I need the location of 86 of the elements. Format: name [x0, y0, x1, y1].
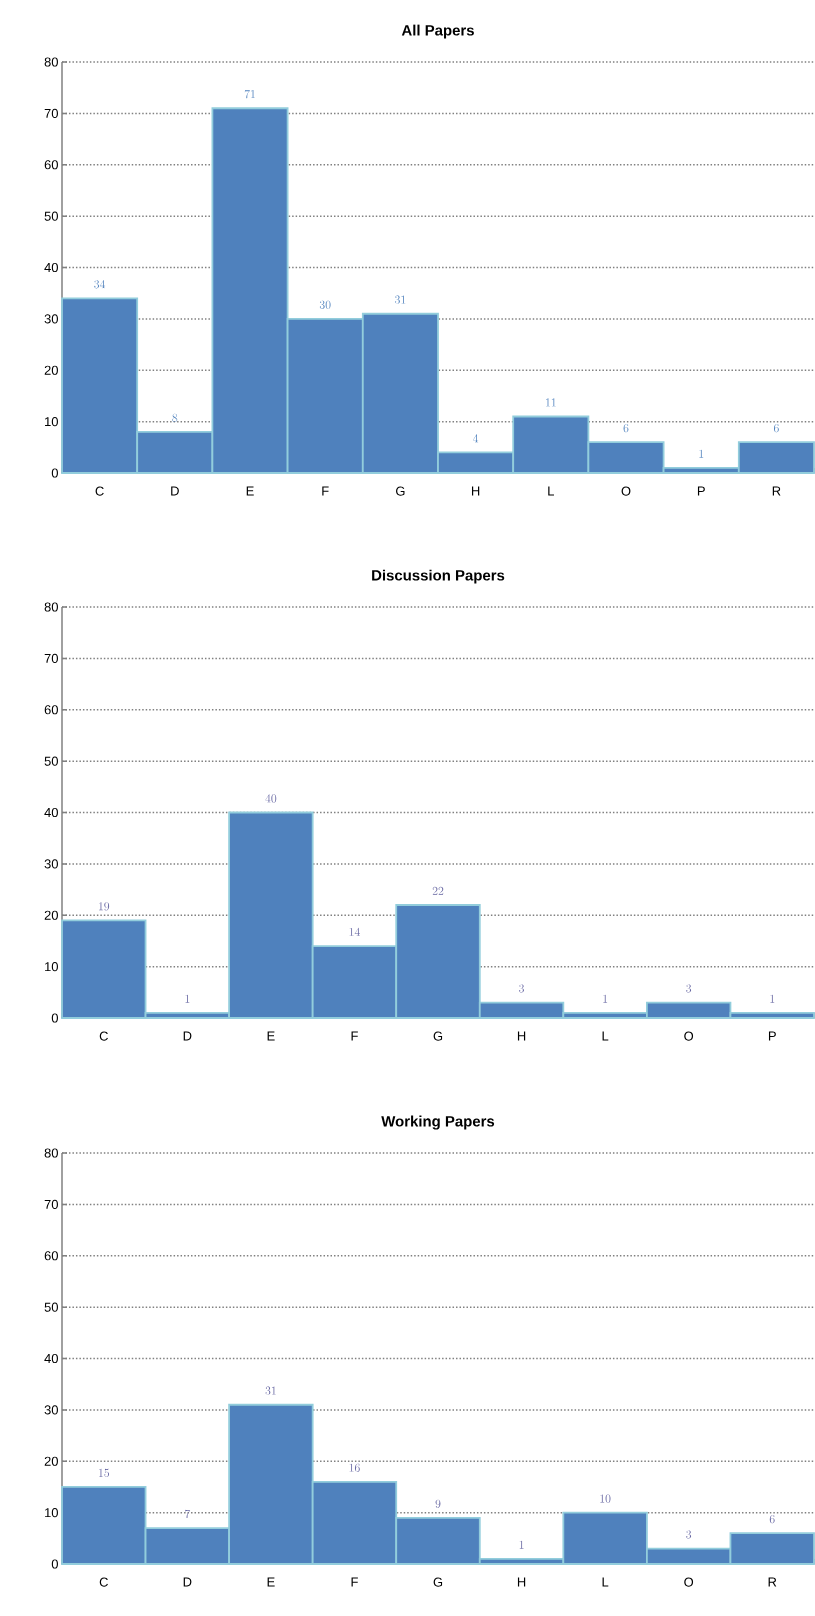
data-label: 1 — [185, 994, 190, 1003]
x-tick-label: R — [772, 486, 781, 496]
y-tick-label: 0 — [51, 1559, 58, 1569]
x-tick-label: H — [517, 1577, 526, 1587]
data-label: 34 — [94, 280, 106, 289]
chart-title: Working Papers — [381, 1115, 495, 1130]
y-tick-label: 80 — [44, 1148, 58, 1158]
x-tick-label: O — [684, 1577, 694, 1587]
data-label: 8 — [172, 413, 178, 422]
data-label: 6 — [623, 424, 629, 433]
data-label: 40 — [265, 794, 277, 803]
x-tick-label: O — [621, 486, 631, 496]
data-label: 1 — [519, 1540, 524, 1549]
y-tick-label: 10 — [45, 1508, 58, 1518]
x-tick-label: E — [267, 1031, 275, 1041]
data-label: 3 — [686, 1530, 692, 1539]
y-tick-label: 10 — [45, 962, 58, 972]
data-label: 6 — [773, 424, 779, 433]
x-tick-label: C — [95, 486, 104, 496]
y-tick-label: 50 — [44, 1302, 58, 1312]
y-tick-label: 30 — [44, 314, 58, 324]
data-label: 31 — [265, 1386, 276, 1395]
y-tick-label: 70 — [44, 108, 58, 118]
data-label: 31 — [395, 295, 406, 304]
data-label: 22 — [432, 886, 444, 895]
data-label: 3 — [519, 984, 524, 993]
x-tick-label: G — [433, 1031, 443, 1041]
x-tick-label: H — [471, 486, 480, 496]
y-tick-label: 20 — [44, 1456, 58, 1466]
y-tick-label: 80 — [44, 57, 58, 67]
x-tick-label: L — [602, 1577, 609, 1587]
y-tick-label: 40 — [44, 1353, 58, 1364]
y-tick-label: 60 — [44, 705, 58, 715]
data-label: 15 — [99, 1468, 110, 1478]
y-tick-label: 0 — [51, 468, 58, 478]
x-tick-label: C — [99, 1031, 108, 1041]
x-tick-label: H — [517, 1031, 526, 1041]
data-label: 10 — [600, 1494, 611, 1503]
data-label: 71 — [244, 89, 255, 99]
x-tick-label: D — [171, 486, 179, 496]
data-label: 11 — [546, 398, 556, 407]
y-tick-label: 0 — [51, 1013, 58, 1023]
data-label: 16 — [349, 1463, 360, 1472]
y-tick-label: 50 — [44, 756, 58, 766]
x-tick-label: P — [768, 1031, 776, 1041]
y-tick-label: 10 — [45, 417, 58, 427]
data-label: 19 — [99, 902, 110, 911]
y-tick-label: 30 — [44, 1405, 58, 1415]
x-tick-label: O — [684, 1031, 694, 1041]
x-tick-label: D — [183, 1031, 192, 1041]
data-label: 1 — [699, 449, 704, 458]
x-tick-label: F — [351, 1031, 358, 1041]
x-tick-label: F — [322, 486, 329, 496]
x-tick-label: L — [602, 1031, 609, 1041]
data-label: 3 — [686, 984, 692, 993]
x-tick-label: D — [183, 1577, 192, 1587]
y-tick-label: 20 — [44, 365, 58, 375]
x-tick-label: L — [548, 486, 554, 496]
data-label: 1 — [770, 994, 775, 1003]
x-tick-label: R — [768, 1577, 777, 1587]
chart-title: All Papers — [401, 24, 474, 39]
y-tick-label: 80 — [44, 602, 58, 612]
y-tick-label: 50 — [44, 211, 58, 221]
data-label: 6 — [769, 1515, 775, 1524]
y-tick-label: 60 — [44, 1251, 58, 1261]
x-tick-label: P — [697, 486, 705, 496]
data-label: 9 — [435, 1499, 441, 1508]
chart-title: Discussion Papers — [372, 569, 505, 584]
data-label: 7 — [185, 1509, 191, 1519]
y-tick-label: 30 — [44, 859, 58, 869]
x-tick-label: E — [267, 1577, 275, 1587]
y-tick-label: 70 — [44, 653, 58, 663]
data-label: 14 — [349, 927, 360, 936]
x-tick-label: G — [433, 1577, 443, 1587]
y-tick-label: 40 — [44, 262, 58, 273]
x-tick-label: E — [246, 486, 254, 496]
x-tick-label: F — [351, 1577, 358, 1587]
y-tick-label: 70 — [44, 1199, 58, 1209]
data-label: 30 — [319, 300, 331, 309]
x-tick-label: C — [99, 1577, 108, 1587]
x-tick-label: G — [396, 486, 405, 496]
y-tick-label: 60 — [44, 160, 58, 170]
y-tick-label: 20 — [44, 910, 58, 920]
data-label: 1 — [603, 994, 608, 1003]
y-tick-label: 40 — [44, 807, 58, 818]
data-label: 4 — [473, 434, 479, 443]
